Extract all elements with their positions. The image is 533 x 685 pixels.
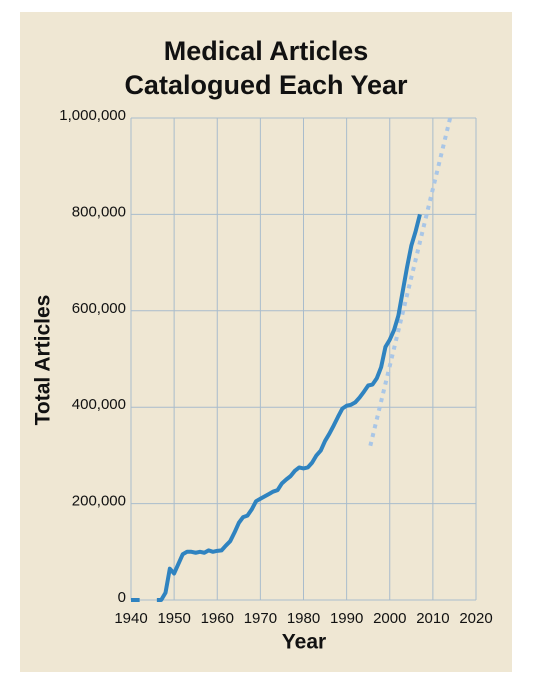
x-tick-label: 1960: [201, 610, 234, 627]
x-tick-label: 1940: [114, 610, 147, 627]
y-tick-label: 400,000: [72, 396, 126, 413]
chart-title: Medical Articles Catalogued Each Year: [124, 36, 408, 100]
x-tick-label: 1980: [287, 610, 320, 627]
x-tick-label: 1990: [330, 610, 363, 627]
x-tick-label: 2010: [416, 610, 449, 627]
y-tick-label: 600,000: [72, 300, 126, 317]
y-axis-title: Total Articles: [32, 295, 55, 426]
x-tick-label: 2000: [373, 610, 406, 627]
y-tick-label: 800,000: [72, 203, 126, 220]
x-tick-label: 2020: [459, 610, 492, 627]
x-tick-label: 1970: [244, 610, 277, 627]
y-tick-label: 1,000,000: [59, 107, 126, 124]
x-tick-label: 1950: [157, 610, 190, 627]
trend-line: [368, 117, 453, 447]
x-axis-title: Year: [282, 631, 326, 654]
y-tick-label: 200,000: [72, 493, 126, 510]
y-tick-label: 0: [118, 589, 126, 606]
data-line: [131, 213, 422, 602]
panel: [20, 12, 512, 672]
